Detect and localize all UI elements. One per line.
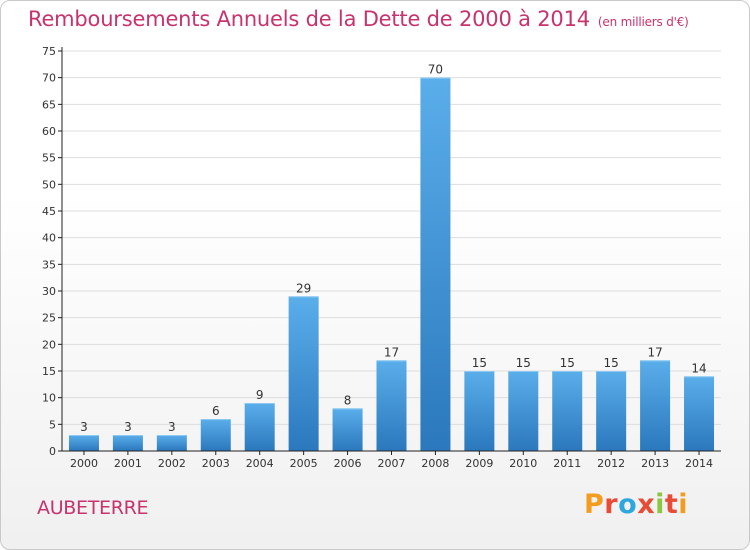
x-tick-label-2006: 2006 bbox=[334, 457, 362, 470]
bars bbox=[68, 77, 715, 452]
value-label-2002: 3 bbox=[168, 420, 176, 434]
bar-2002 bbox=[156, 435, 187, 451]
bar-2001 bbox=[112, 435, 143, 451]
x-tick-label-2011: 2011 bbox=[553, 457, 581, 470]
y-tick-label: 65 bbox=[42, 98, 56, 111]
bar-2012 bbox=[596, 371, 627, 451]
bar-2004 bbox=[244, 403, 275, 451]
y-tick-label: 10 bbox=[42, 392, 56, 405]
value-label-2009: 15 bbox=[472, 356, 487, 370]
x-tick-label-2005: 2005 bbox=[290, 457, 318, 470]
bar-2005 bbox=[288, 296, 319, 451]
x-tick-label-2013: 2013 bbox=[641, 457, 669, 470]
x-tick-label-2007: 2007 bbox=[378, 457, 406, 470]
y-tick-label: 45 bbox=[42, 205, 56, 218]
y-tick-label: 30 bbox=[42, 285, 56, 298]
value-label-2006: 8 bbox=[344, 393, 352, 407]
y-tick-label: 5 bbox=[49, 418, 56, 431]
value-label-2008: 70 bbox=[428, 63, 443, 77]
value-label-2007: 17 bbox=[384, 345, 399, 359]
y-tick-label: 55 bbox=[42, 152, 56, 165]
bar-2000 bbox=[68, 435, 99, 451]
logo-letter: x bbox=[637, 489, 656, 520]
x-tick-label-2009: 2009 bbox=[465, 457, 493, 470]
bar-2013 bbox=[640, 360, 671, 451]
proxiti-logo[interactable]: Proxiti bbox=[584, 489, 688, 520]
y-tick-label: 15 bbox=[42, 365, 56, 378]
chart-subtitle: (en milliers d'€) bbox=[597, 15, 689, 29]
x-tick-label-2000: 2000 bbox=[70, 457, 98, 470]
y-tick-label: 50 bbox=[42, 178, 56, 191]
bar-2003 bbox=[200, 419, 231, 451]
value-label-2010: 15 bbox=[516, 356, 531, 370]
bar-2008 bbox=[420, 77, 451, 452]
y-tick-label: 25 bbox=[42, 312, 56, 325]
value-label-2013: 17 bbox=[647, 345, 662, 359]
x-tick-label-2002: 2002 bbox=[158, 457, 186, 470]
x-tick-label-2010: 2010 bbox=[509, 457, 537, 470]
logo-letter: o bbox=[618, 489, 638, 520]
bar-2009 bbox=[464, 371, 495, 451]
chart-title-block: Remboursements Annuels de la Dette de 20… bbox=[28, 7, 689, 31]
y-tick-label: 75 bbox=[42, 45, 56, 58]
value-label-2011: 15 bbox=[560, 356, 575, 370]
bar-2007 bbox=[376, 360, 407, 451]
chart-title: Remboursements Annuels de la Dette de 20… bbox=[28, 7, 590, 31]
x-tick-label-2001: 2001 bbox=[114, 457, 142, 470]
logo-letter: P bbox=[584, 489, 605, 520]
x-tick-label-2008: 2008 bbox=[421, 457, 449, 470]
value-label-2014: 14 bbox=[691, 361, 706, 375]
value-label-2001: 3 bbox=[124, 420, 132, 434]
x-tick-label-2004: 2004 bbox=[246, 457, 274, 470]
labels: 0 5 10 15 20 25 30 35 40 45 50 55 60 65 70 75 3 2000 3 2001… bbox=[42, 45, 713, 470]
bar-2006 bbox=[332, 408, 363, 451]
axes bbox=[58, 47, 721, 455]
y-tick-label: 20 bbox=[42, 338, 56, 351]
logo-letter: r bbox=[604, 489, 619, 520]
x-tick-label-2003: 2003 bbox=[202, 457, 230, 470]
x-tick-label-2012: 2012 bbox=[597, 457, 625, 470]
value-label-2003: 6 bbox=[212, 404, 220, 418]
y-tick-label: 70 bbox=[42, 72, 56, 85]
y-tick-label: 60 bbox=[42, 125, 56, 138]
value-label-2004: 9 bbox=[256, 388, 264, 402]
y-tick-label: 35 bbox=[42, 258, 56, 271]
x-tick-label-2014: 2014 bbox=[685, 457, 713, 470]
commune-name: AUBETERRE bbox=[37, 497, 149, 519]
y-tick-label: 40 bbox=[42, 232, 56, 245]
value-label-2012: 15 bbox=[604, 356, 619, 370]
value-label-2005: 29 bbox=[296, 281, 311, 295]
bar-2010 bbox=[508, 371, 539, 451]
logo-letter: t bbox=[664, 489, 679, 520]
bar-2011 bbox=[552, 371, 583, 451]
value-label-2000: 3 bbox=[80, 420, 88, 434]
logo-letter: i bbox=[655, 489, 665, 520]
logo-letter: i bbox=[678, 489, 689, 520]
y-tick-label: 0 bbox=[49, 445, 56, 458]
bar-2014 bbox=[684, 376, 715, 451]
